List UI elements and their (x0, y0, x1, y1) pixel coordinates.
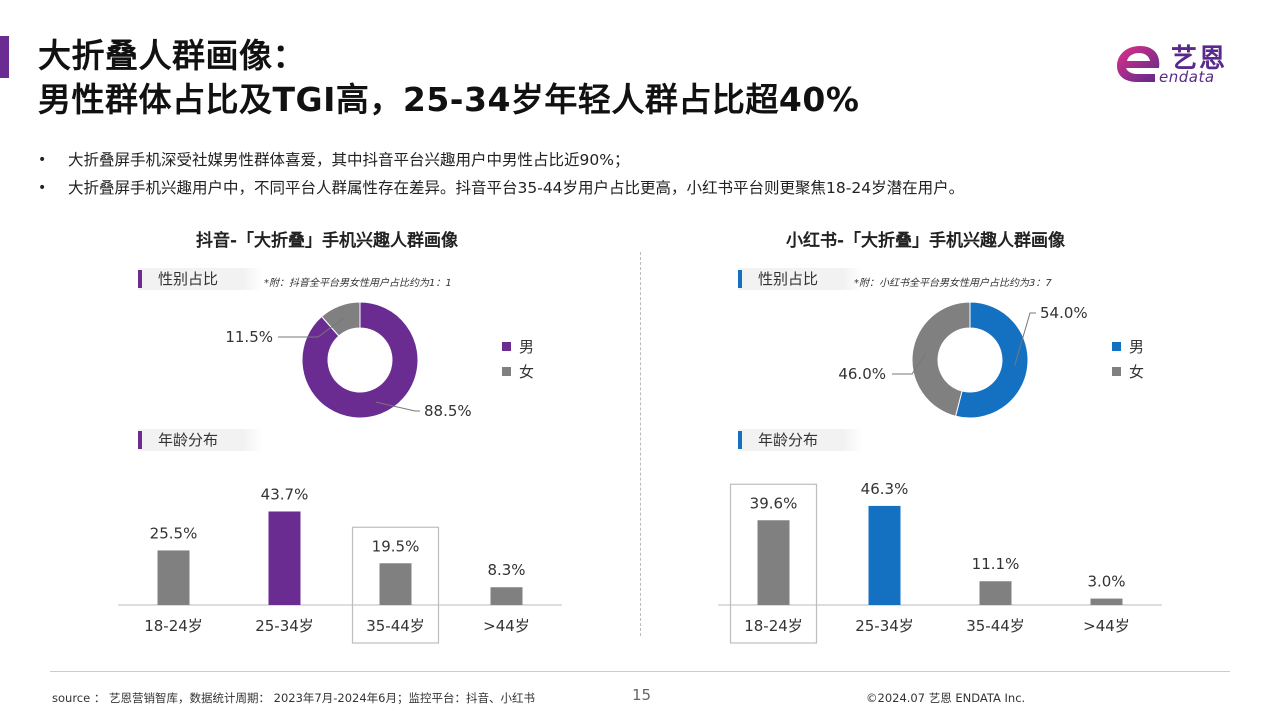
page-number: 15 (632, 686, 652, 704)
legend-label: 男 (519, 338, 535, 356)
donut-slice-女 (911, 301, 971, 417)
section-accent-bar (138, 431, 142, 449)
page-title-line2: 男性群体占比及TGI高，25-34岁年轻人群占比超40% (38, 80, 860, 119)
xhs-gender-donut-chart: 54.0% 46.0% (838, 301, 1088, 419)
logo-mark-icon (1117, 46, 1160, 82)
x-tick-label: 25-34岁 (855, 617, 914, 635)
bar-value-label: 25.5% (150, 524, 198, 542)
donut-slice-女 (320, 301, 361, 337)
bullet-text: 大折叠屏手机兴趣用户中，不同平台人群属性存在差异。抖音平台35-44岁用户占比更… (68, 179, 965, 197)
bar-25-34岁 (868, 505, 901, 605)
section-accent-bar (138, 270, 142, 288)
donut-value-label: 88.5% (424, 402, 472, 420)
section-label-text: 年龄分布 (158, 431, 219, 449)
bar-35-44岁 (979, 581, 1012, 605)
highlight-box (351, 526, 440, 644)
x-tick-label: 35-44岁 (966, 617, 1025, 635)
donut-value-label: 11.5% (225, 328, 273, 346)
x-tick-label: 35-44岁 (366, 617, 425, 635)
x-tick-label: 18-24岁 (744, 617, 803, 635)
xhs-gender-section-label: 性别占比 (738, 268, 862, 290)
footer-source: source ： 艺恩营销智库，数据统计周期： 2023年7月-2024年6月；… (52, 691, 535, 705)
bar->44岁 (490, 587, 523, 605)
legend-swatch (1112, 342, 1121, 351)
bullet-text: 大折叠屏手机深受社媒男性群体喜爱，其中抖音平台兴趣用户中男性占比近90%； (68, 151, 630, 169)
xhs-gender-legend: 男 女 (1112, 334, 1144, 384)
highlight-box (729, 483, 818, 644)
bar-25-34岁 (268, 511, 301, 605)
donut-leader-line (1014, 312, 1036, 366)
bar-value-label: 43.7% (261, 485, 309, 503)
section-accent-bar (738, 431, 742, 449)
donut-leader-line (278, 317, 345, 338)
footer-divider (50, 671, 1230, 672)
donut-value-label: 46.0% (838, 365, 886, 383)
bar-18-24岁 (157, 550, 190, 605)
bar-value-label: 11.1% (972, 555, 1020, 573)
legend-item-female: 女 (502, 359, 534, 384)
douyin-panel-title: 抖音-「大折叠」手机兴趣人群画像 (196, 231, 459, 251)
legend-swatch (502, 342, 511, 351)
donut-slice-男 (301, 301, 419, 419)
douyin-gender-legend: 男 女 (502, 334, 534, 384)
section-accent-bar (738, 270, 742, 288)
bar-value-label: 46.3% (861, 480, 909, 498)
legend-item-male: 男 (502, 334, 534, 359)
xhs-panel-title: 小红书-「大折叠」手机兴趣人群画像 (786, 231, 1066, 251)
legend-item-female: 女 (1112, 359, 1144, 384)
douyin-age-bar-chart: 25.5% 18-24岁 43.7% 25-34岁 19.5% 35-44岁 8.3% >44… (118, 485, 562, 644)
page-title-line1: 大折叠人群画像： (38, 36, 306, 75)
bar-18-24岁 (757, 520, 790, 605)
xhs-gender-note: *附：小红书全平台男女性用户占比约为3：7 (854, 278, 1052, 289)
logo-text-en: endata (1159, 68, 1215, 86)
douyin-gender-donut-chart: 88.5% 11.5% (225, 301, 472, 420)
bar-value-label: 19.5% (372, 537, 420, 555)
donut-value-label: 54.0% (1040, 304, 1088, 322)
douyin-age-section-label: 年龄分布 (138, 429, 262, 451)
legend-item-male: 男 (1112, 334, 1144, 359)
xhs-age-section-label: 年龄分布 (738, 429, 862, 451)
donut-slice-男 (954, 301, 1029, 419)
x-tick-label: >44岁 (483, 617, 530, 635)
bullet-dot-icon: • (38, 152, 47, 168)
bullet-item: • 大折叠屏手机兴趣用户中，不同平台人群属性存在差异。抖音平台35-44岁用户占… (38, 174, 964, 202)
donut-leader-line (375, 401, 420, 412)
page-title: 大折叠人群画像： 男性群体占比及TGI高，25-34岁年轻人群占比超40% (38, 34, 859, 122)
x-tick-label: 18-24岁 (144, 617, 203, 635)
bar-35-44岁 (379, 563, 412, 605)
legend-swatch (502, 367, 511, 376)
endata-logo: 艺恩 endata (1115, 42, 1245, 90)
section-label-text: 性别占比 (158, 270, 219, 288)
bullet-dot-icon: • (38, 180, 47, 196)
legend-label: 女 (1129, 363, 1145, 381)
bar-value-label: 3.0% (1087, 573, 1125, 591)
logo-text-cn: 艺恩 (1171, 44, 1228, 74)
x-tick-label: >44岁 (1083, 617, 1130, 635)
bar-value-label: 39.6% (750, 494, 798, 512)
x-tick-label: 25-34岁 (255, 617, 314, 635)
bullet-item: • 大折叠屏手机深受社媒男性群体喜爱，其中抖音平台兴趣用户中男性占比近90%； (38, 146, 964, 174)
xhs-age-bar-chart: 39.6% 18-24岁 46.3% 25-34岁 11.1% 35-44岁 3.0% >44… (718, 480, 1162, 644)
legend-label: 女 (519, 363, 535, 381)
bar->44岁 (1090, 598, 1123, 605)
douyin-gender-note: *附：抖音全平台男女性用户占比约为1：1 (264, 278, 452, 289)
section-label-text: 年龄分布 (758, 431, 819, 449)
bar-value-label: 8.3% (487, 561, 525, 579)
title-accent-bar (0, 36, 9, 78)
legend-swatch (1112, 367, 1121, 376)
douyin-gender-section-label: 性别占比 (138, 268, 262, 290)
panel-divider (640, 252, 642, 636)
bullet-list: • 大折叠屏手机深受社媒男性群体喜爱，其中抖音平台兴趣用户中男性占比近90%； … (38, 146, 964, 202)
donut-leader-line (892, 354, 926, 375)
section-label-text: 性别占比 (758, 270, 819, 288)
footer-copyright: ©2024.07 艺恩 ENDATA Inc. (866, 691, 1026, 705)
legend-label: 男 (1129, 338, 1145, 356)
